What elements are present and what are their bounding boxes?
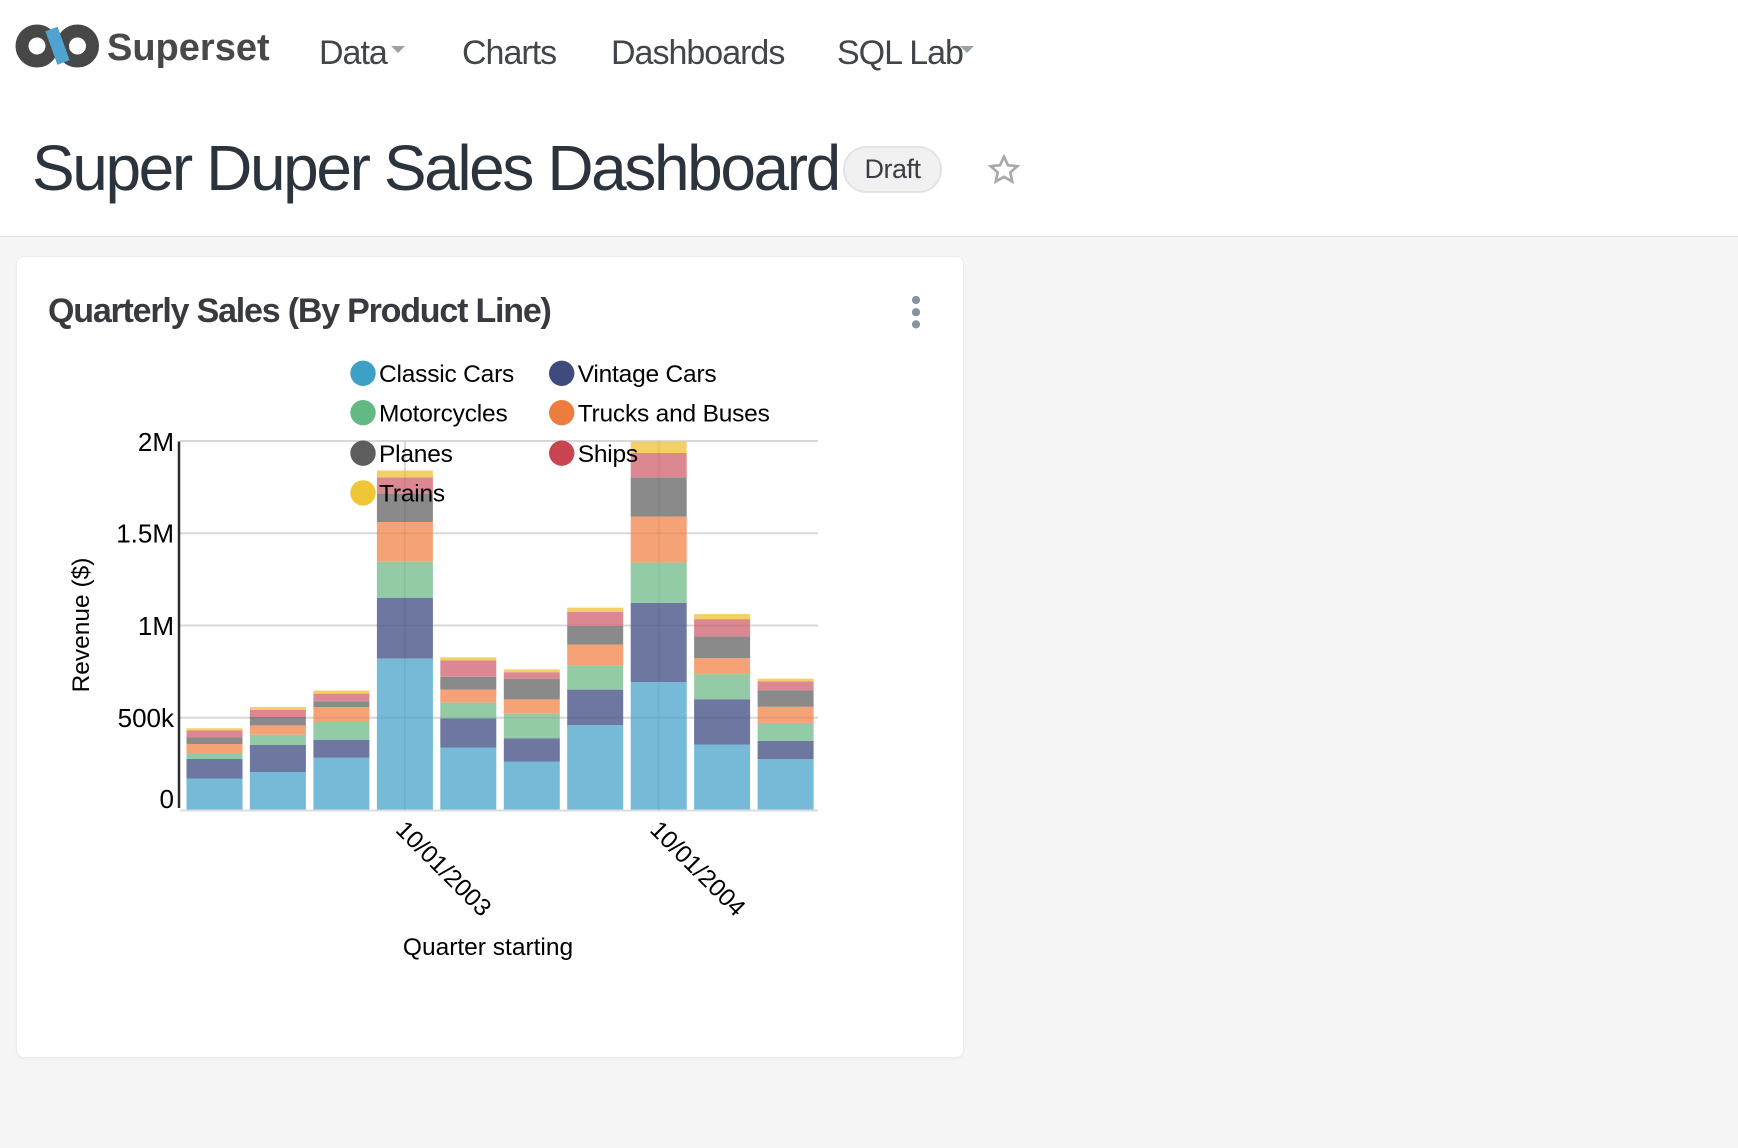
- svg-text:Classic Cars: Classic Cars: [379, 361, 514, 388]
- svg-text:10/01/2004: 10/01/2004: [644, 816, 750, 922]
- svg-text:Trains: Trains: [379, 481, 445, 508]
- svg-text:0: 0: [160, 784, 174, 814]
- svg-text:Revenue ($): Revenue ($): [68, 558, 95, 693]
- svg-text:Superset: Superset: [107, 27, 270, 69]
- svg-text:Ships: Ships: [578, 441, 638, 468]
- svg-text:Trucks and Buses: Trucks and Buses: [578, 400, 770, 427]
- svg-text:Quarter starting: Quarter starting: [403, 934, 573, 961]
- svg-text:Vintage Cars: Vintage Cars: [578, 361, 717, 388]
- svg-text:Planes: Planes: [379, 441, 453, 468]
- svg-text:Motorcycles: Motorcycles: [379, 400, 508, 427]
- svg-text:500k: 500k: [118, 703, 175, 733]
- svg-text:1.5M: 1.5M: [116, 519, 174, 549]
- svg-text:1M: 1M: [138, 611, 174, 641]
- svg-text:2M: 2M: [138, 427, 174, 457]
- svg-text:10/01/2003: 10/01/2003: [390, 816, 496, 922]
